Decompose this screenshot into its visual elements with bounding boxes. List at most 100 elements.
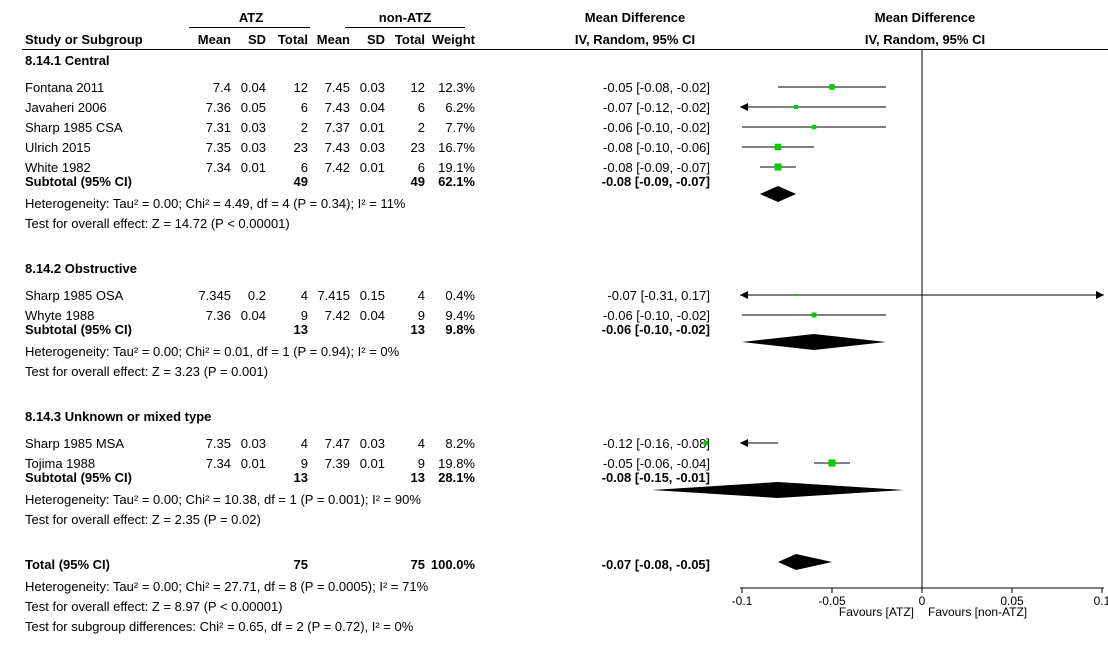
total-overall-effect-text: Test for overall effect: Z = 8.97 (P < 0… [25,599,283,614]
weight-header: Weight [431,32,475,47]
total1-header: Total [277,32,308,47]
sd1-value: 0.04 [240,308,266,323]
subgroup-title: 8.14.3 Unknown or mixed type [25,409,212,424]
ci-arrow-left [740,439,748,447]
study-name: Ulrich 2015 [25,140,91,155]
weight-value: 9.4% [445,308,475,323]
total2-value: 4 [417,288,425,303]
subgroup-title: 8.14.1 Central [25,53,110,68]
pooled-diamond [760,186,796,202]
study-name: Javaheri 2006 [25,100,107,115]
mean2-value: 7.45 [324,80,350,95]
ci-value: -0.05 [-0.06, -0.04] [603,456,710,471]
subtotal-total1: 13 [293,322,308,337]
total-total2: 75 [410,557,425,572]
pooled-diamond [652,482,904,498]
study-name: Fontana 2011 [25,80,105,95]
total-heterogeneity-text: Heterogeneity: Tau² = 0.00; Chi² = 27.71… [25,579,429,594]
plot-title: Mean Difference [874,10,976,25]
total-label: Total (95% CI) [25,557,110,572]
plot-subtitle: IV, Random, 95% CI [864,32,986,47]
study-name: Sharp 1985 OSA [25,288,124,303]
mean2-value: 7.47 [324,436,350,451]
pooled-diamond [778,554,832,570]
mean2-value: 7.42 [324,308,350,323]
subtotal-weight: 9.8% [445,322,475,337]
effect-marker [828,459,836,467]
mean1-value: 7.34 [205,456,231,471]
overall-effect-text: Test for overall effect: Z = 2.35 (P = 0… [25,512,261,527]
ci-value: -0.08 [-0.09, -0.07] [603,160,710,175]
total1-value: 9 [300,456,308,471]
effect-marker [795,294,797,296]
mean1-value: 7.345 [198,288,231,303]
study-name: Whyte 1988 [25,308,95,323]
sd1-value: 0.01 [240,456,266,471]
sd1-value: 0.03 [240,140,266,155]
mean1-value: 7.36 [205,100,231,115]
total1-value: 2 [300,120,308,135]
heterogeneity-text: Heterogeneity: Tau² = 0.00; Chi² = 4.49,… [25,196,406,211]
total2-header: Total [394,32,425,47]
subtotal-total1: 49 [293,174,308,189]
weight-value: 16.7% [438,140,475,155]
ci-value: -0.07 [-0.31, 0.17] [607,288,710,303]
ci-value: -0.06 [-0.10, -0.02] [603,120,710,135]
total1-value: 4 [300,288,308,303]
weight-value: 19.1% [438,160,475,175]
study-column-header: Study or Subgroup [25,32,143,47]
total2-value: 6 [417,100,425,115]
effect-marker [794,105,798,109]
subgroup-differences-text: Test for subgroup differences: Chi² = 0.… [25,619,414,634]
total1-value: 4 [300,436,308,451]
group1-rule [189,27,310,28]
x-tick-label: 0.1 [1094,594,1108,608]
mean1-header: Mean [197,32,231,47]
total-weight: 100.0% [430,557,475,572]
ci-value: -0.05 [-0.08, -0.02] [603,80,710,95]
total2-value: 2 [417,120,425,135]
effect-marker [774,163,782,171]
effect-marker [829,84,835,90]
total2-value: 9 [417,308,425,323]
study-name: Tojima 1988 [25,456,96,471]
mean2-value: 7.415 [317,288,350,303]
md-column-subtitle: IV, Random, 95% CI [574,32,696,47]
sd2-value: 0.03 [359,80,385,95]
ci-arrow-left [740,291,748,299]
total1-value: 6 [300,160,308,175]
sd2-header: SD [366,32,385,47]
sd1-value: 0.2 [247,288,266,303]
total2-value: 9 [417,456,425,471]
total2-value: 4 [417,436,425,451]
mean2-value: 7.43 [324,140,350,155]
sd2-value: 0.04 [359,100,385,115]
ci-value: -0.06 [-0.10, -0.02] [603,308,710,323]
weight-value: 0.4% [445,288,475,303]
subtotal-ci: -0.08 [-0.15, -0.01] [601,470,710,485]
mean1-value: 7.35 [205,436,231,451]
sd1-value: 0.05 [240,100,266,115]
group2-header: non-ATZ [378,10,432,25]
subtotal-label: Subtotal (95% CI) [25,470,132,485]
mean1-value: 7.34 [205,160,231,175]
weight-value: 19.8% [438,456,475,471]
sd1-header: SD [247,32,266,47]
weight-value: 6.2% [445,100,475,115]
subtotal-ci: -0.08 [-0.09, -0.07] [601,174,710,189]
total-ci: -0.07 [-0.08, -0.05] [601,557,710,572]
subtotal-weight: 62.1% [438,174,475,189]
subtotal-weight: 28.1% [438,470,475,485]
sd1-value: 0.01 [240,160,266,175]
total1-value: 23 [293,140,308,155]
x-tick-label: -0.05 [818,594,846,608]
group1-header: ATZ [238,10,264,25]
total2-value: 6 [417,160,425,175]
sd1-value: 0.04 [240,80,266,95]
subtotal-total1: 13 [293,470,308,485]
favours-left-label: Favours [ATZ] [838,605,914,619]
sd1-value: 0.03 [240,436,266,451]
total-total1: 75 [293,557,308,572]
mean1-value: 7.36 [205,308,231,323]
